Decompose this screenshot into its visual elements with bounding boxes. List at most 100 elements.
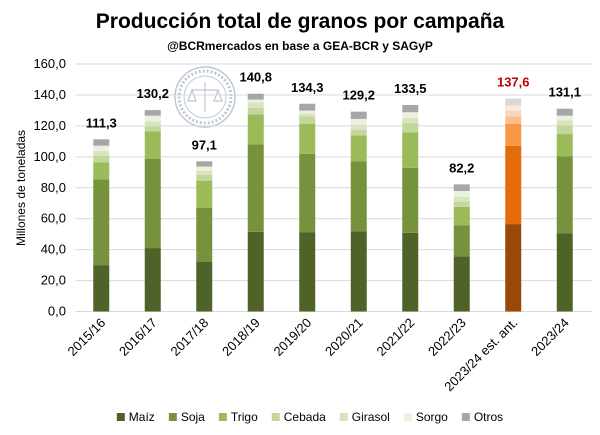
y-tick-label: 20,0 [41,273,66,288]
bar-segment-sorgo [505,105,522,111]
bar-segment-maíz [247,231,264,312]
y-tick-label: 120,0 [33,118,66,133]
bar-segment-soja [196,207,213,262]
bar-segment-otros [144,110,161,116]
bar-segment-maíz [453,256,470,312]
bar-segment-cebada [196,174,213,181]
bar-segment-soja [505,145,522,225]
bar-segment-soja [453,225,470,257]
legend-item-soja: Soja [168,410,205,424]
y-tick-label: 80,0 [41,180,66,195]
bar-segment-otros [402,104,419,113]
legend-swatch [168,413,177,421]
legend-swatch [461,413,470,421]
bar-segment-otros [453,184,470,191]
bar-segment-girasol [144,121,161,127]
legend-item-girasol: Girasol [339,410,390,424]
legend-label: Trigo [231,410,258,424]
x-tick-label: 2016/17 [116,315,160,359]
legend-label: Maíz [129,410,155,424]
total-data-label: 129,2 [342,88,375,103]
bar-segment-cebada [299,116,316,124]
bar-segment-maíz [350,231,367,312]
bar-segment-sorgo [196,166,213,171]
legend-label: Soja [181,410,205,424]
bar-segment-otros [196,161,213,167]
bar-segment-girasol [93,151,110,156]
x-tick-label: 2015/16 [65,315,109,359]
bar-segment-sorgo [453,190,470,197]
bar-segment-otros [556,108,573,116]
bar-segment-cebada [144,126,161,132]
bar-segment-girasol [402,117,419,123]
bar-segment-soja [144,158,161,249]
total-data-label: 134,3 [291,80,324,95]
bar-segment-trigo [196,180,213,208]
bar-segment-otros [93,139,110,146]
bar-segment-sorgo [93,145,110,152]
bar-segment-cebada [247,107,264,115]
legend-label: Sorgo [416,410,448,424]
bar-segment-girasol [247,102,264,108]
legend-label: Girasol [352,410,390,424]
bar-segment-soja [402,167,419,233]
bar-segment-soja [556,156,573,234]
x-tick-label: 2023/24 [528,315,572,359]
total-data-label: 137,6 [497,75,530,90]
bar-segment-sorgo [299,110,316,114]
legend: Maíz Soja Trigo Cebada Girasol Sorgo Otros [116,410,503,424]
bar-segment-soja [350,161,367,232]
bar-segment-sorgo [247,99,264,103]
bar-segment-trigo [402,132,419,168]
legend-item-otros: Otros [461,410,503,424]
x-tick-label: 2018/19 [219,315,263,359]
bcr-logo-seal [174,66,236,128]
bar-segment-otros [505,98,522,106]
total-data-label: 131,1 [548,85,581,100]
y-tick-label: 40,0 [41,242,66,257]
legend-swatch [116,413,125,421]
chart-title: Producción total de granos por campaña [96,10,505,33]
x-tick-label: 2017/18 [168,315,212,359]
legend-swatch [218,413,227,421]
bar-segment-sorgo [350,118,367,125]
bar-segment-trigo [505,123,522,146]
bar-segment-sorgo [144,115,161,122]
bar-segment-otros [247,93,264,100]
legend-item-cebada: Cebada [271,410,326,424]
total-data-label: 133,5 [394,81,427,96]
legend-label: Cebada [284,410,326,424]
bar-segment-trigo [93,162,110,180]
bar-segment-cebada [505,116,522,124]
bar-segment-maíz [299,232,316,312]
bar-segment-cebada [93,155,110,163]
bar-segment-sorgo [556,115,573,121]
total-data-label: 130,2 [136,86,169,101]
bar-segment-maíz [196,262,213,312]
bar-segment-trigo [350,135,367,162]
total-data-label: 82,2 [449,160,474,175]
total-data-label: 140,8 [239,70,272,85]
bar-segment-trigo [556,134,573,157]
legend-swatch [403,413,412,421]
y-tick-label: 60,0 [41,211,66,226]
chart-subtitle: @BCRmercados en base a GEA-BCR y SAGyP [167,39,433,53]
bar-segment-maíz [402,232,419,312]
bar-segment-cebada [350,129,367,136]
legend-item-sorgo: Sorgo [403,410,448,424]
bar-segment-otros [350,111,367,119]
legend-item-trigo: Trigo [218,410,258,424]
bar-segment-trigo [247,114,264,145]
bar-segment-maíz [144,248,161,312]
total-data-label: 111,3 [86,115,117,130]
y-axis-label: Millones de toneladas [14,130,28,246]
bar-segment-soja [299,153,316,233]
bar-segment-girasol [453,196,470,202]
legend-swatch [339,413,348,421]
bar-segment-cebada [556,125,573,135]
x-tick-label: 2021/22 [374,315,418,359]
bar-segment-otros [299,103,316,111]
bar-segment-girasol [505,110,522,117]
legend-label: Otros [474,410,503,424]
